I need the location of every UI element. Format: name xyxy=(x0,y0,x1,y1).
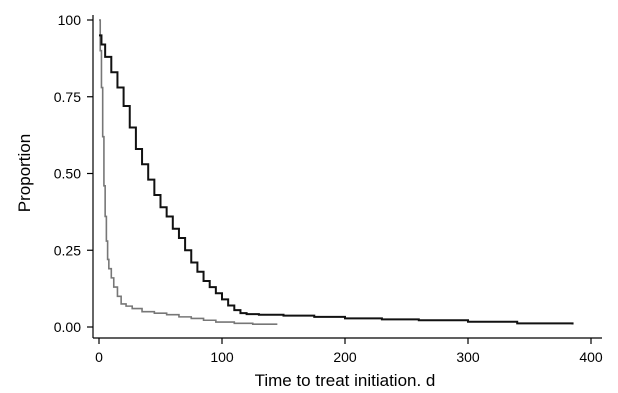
x-tick-label: 200 xyxy=(333,349,357,365)
y-tick-label: 0.00 xyxy=(54,319,81,335)
y-axis-title: Proportion xyxy=(15,134,34,212)
plot-lines xyxy=(99,19,574,326)
y-tick-label: 100 xyxy=(58,12,82,28)
x-axis-title: Time to treat initiation. d xyxy=(255,371,436,390)
y-tick-label: 0.25 xyxy=(54,242,81,258)
x-tick-label: 100 xyxy=(210,349,234,365)
series-line-2 xyxy=(99,34,574,325)
x-tick-label: 300 xyxy=(456,349,480,365)
axes xyxy=(92,15,602,339)
x-tick-label: 0 xyxy=(95,349,103,365)
ticks: 0 100 200 300 400 0.00 0.25 0.50 0.75 100 xyxy=(54,12,603,365)
y-tick-label: 0.75 xyxy=(54,89,81,105)
y-tick-label: 0.50 xyxy=(54,166,81,182)
x-tick-label: 400 xyxy=(579,349,603,365)
series-line-1 xyxy=(99,19,278,326)
